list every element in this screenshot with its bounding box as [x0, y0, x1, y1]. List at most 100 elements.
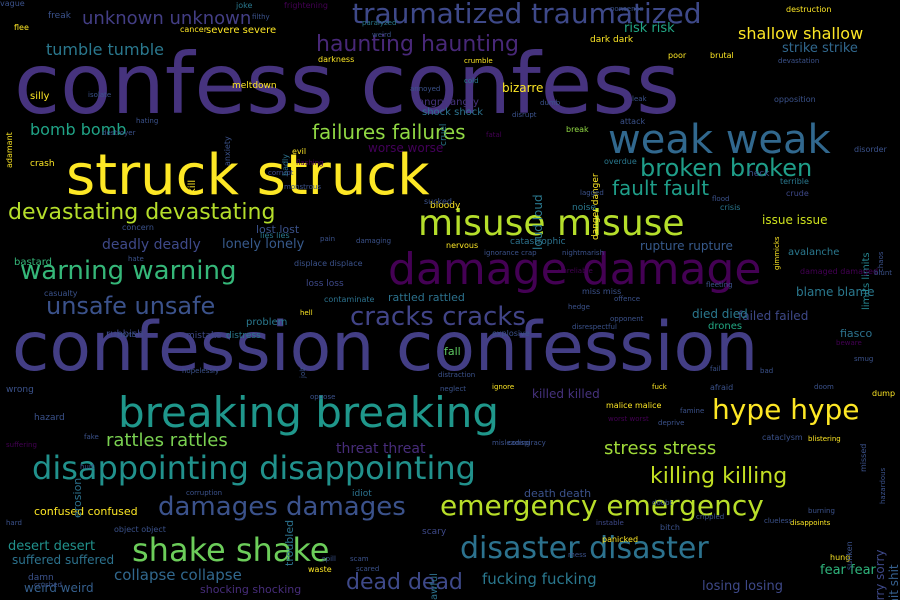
word-damaged-damaged: damaged damaged [800, 267, 879, 276]
word-weak-weak: weak weak [608, 117, 831, 163]
word-death-death: death death [524, 487, 592, 500]
word-emergency-emergency: emergency emergency [440, 489, 764, 522]
word-cracks-cracks: cracks cracks [350, 302, 526, 332]
word-lost-lost: lost lost [256, 223, 300, 236]
word-hate: hate [128, 255, 144, 263]
word-fear-fear: fear fear [820, 563, 876, 578]
word-brutal: brutal [710, 51, 734, 60]
word-disorder: disorder [854, 145, 887, 154]
word-crude: crude [786, 189, 809, 198]
word-malice-malice: malice malice [606, 401, 662, 410]
word-darkness: darkness [318, 55, 355, 64]
word-filthy: filthy [252, 13, 270, 21]
word-cold: cold [464, 77, 479, 85]
word-distraction: distraction [438, 371, 476, 379]
word-cancer: cancer [180, 25, 207, 34]
word-rubbish: rubbish [106, 329, 144, 340]
word-hurt: hurt [80, 463, 95, 471]
word-warning-warning: warning warning [20, 256, 237, 286]
word-neglect: neglect [440, 385, 467, 393]
word-fiasco: fiasco [840, 327, 873, 340]
word-damage-damage: damage damage [388, 244, 762, 295]
word-fleeting: fleeting [706, 281, 733, 289]
word-crippled: crippled [696, 513, 725, 521]
word-wrong: wrong [6, 385, 34, 395]
word-deadly-deadly: deadly deadly [102, 237, 201, 253]
word-killing-killing: killing killing [650, 464, 788, 489]
word-rattles-rattles: rattles rattles [106, 430, 228, 451]
word-smug: smug [854, 355, 874, 363]
word-dumb: dumb [540, 99, 561, 107]
word-crumble: crumble [464, 57, 493, 65]
word-heck: heck [748, 169, 770, 179]
word-disappoints: disappoints [790, 519, 831, 527]
word-deprive: deprive [658, 419, 685, 427]
word-confused-confused: confused confused [34, 505, 138, 518]
word-doom: doom [814, 383, 834, 391]
word-freak: freak [48, 11, 71, 21]
word-beware: beware [836, 339, 862, 347]
word-shocking-shocking: shocking shocking [200, 583, 302, 596]
word-offence: offence [614, 295, 641, 303]
word-opposition: opposition [774, 95, 816, 104]
word-spill: spill [322, 555, 336, 563]
word-panicked: panicked [602, 535, 639, 544]
word-bitch: bitch [660, 523, 680, 532]
word-dark-dark: dark dark [590, 35, 634, 45]
word-bloody: bloody [430, 201, 461, 211]
word-sorry-sorry: sorry sorry [873, 549, 887, 600]
word-paralyzed: paralyzed [362, 19, 397, 27]
word-evil: evil [292, 147, 307, 156]
word-misuse-misuse: misuse misuse [418, 203, 685, 244]
word-worst-worst: worst worst [608, 415, 649, 423]
word-hating: hating [136, 117, 159, 125]
word-unknown-unknown: unknown unknown [82, 8, 252, 29]
word-hype-hype: hype hype [712, 393, 860, 426]
word-fucking-fucking: fucking fucking [482, 570, 597, 588]
word-nonsense: nonsense [610, 5, 644, 13]
word-mess: mess [568, 551, 587, 559]
word-displace-displace: displace displace [294, 259, 363, 268]
word-shit-shit: shit shit [887, 564, 900, 600]
word-joke: joke [236, 1, 253, 10]
word-flee: flee [14, 23, 29, 32]
word-tumble-tumble: tumble tumble [46, 40, 164, 59]
word-afraid: afraid [710, 383, 734, 392]
word-limits-limits: limits limits [861, 252, 872, 310]
word-catastrophic: catastrophic [510, 237, 566, 247]
word-scam: scam [350, 555, 369, 563]
word-waste: waste [308, 565, 332, 574]
word-poor: poor [668, 51, 687, 60]
word-lagged: lagged [580, 189, 604, 197]
word-fatal: fatal [486, 131, 502, 139]
word-fail: fail [710, 365, 721, 373]
word-losing-losing: losing losing [702, 579, 784, 594]
word-sunken: sunken [845, 541, 854, 570]
word-stress-stress: stress stress [604, 438, 717, 459]
word-nervous: nervous [446, 241, 479, 250]
word-confess-confess: confess confess [14, 35, 680, 133]
word-avalanche: avalanche [788, 247, 840, 258]
word-collapse-collapse: collapse collapse [114, 566, 242, 584]
word-disaster-disaster: disaster disaster [460, 531, 709, 566]
word-meltdown: meltdown [232, 81, 277, 91]
word-disappointing-disappointing: disappointing disappointing [32, 449, 476, 487]
word-haunting-haunting: haunting haunting [316, 32, 519, 57]
word-shock-shock: shock shock [422, 107, 484, 118]
word-terrible: terrible [780, 177, 809, 186]
word-corrupt: corrupt [268, 169, 294, 177]
word-crushed: crushed [34, 581, 62, 589]
word-opponent: opponent [610, 315, 644, 323]
word-destruction: destruction [786, 5, 832, 14]
word-cruel: cruel [439, 123, 449, 146]
word-blunt: blunt [874, 269, 893, 277]
word-bizarre: bizarre [502, 81, 544, 95]
word-nightmarish: nightmarish [562, 249, 605, 257]
word-hell: hell [300, 309, 313, 317]
word-flashing: flashing [296, 159, 324, 167]
word-kill: kill [187, 179, 198, 194]
word-pain: pain [320, 235, 336, 243]
word-angry-angry: angry angry [418, 97, 479, 108]
word-adamant: adamant [5, 132, 14, 168]
